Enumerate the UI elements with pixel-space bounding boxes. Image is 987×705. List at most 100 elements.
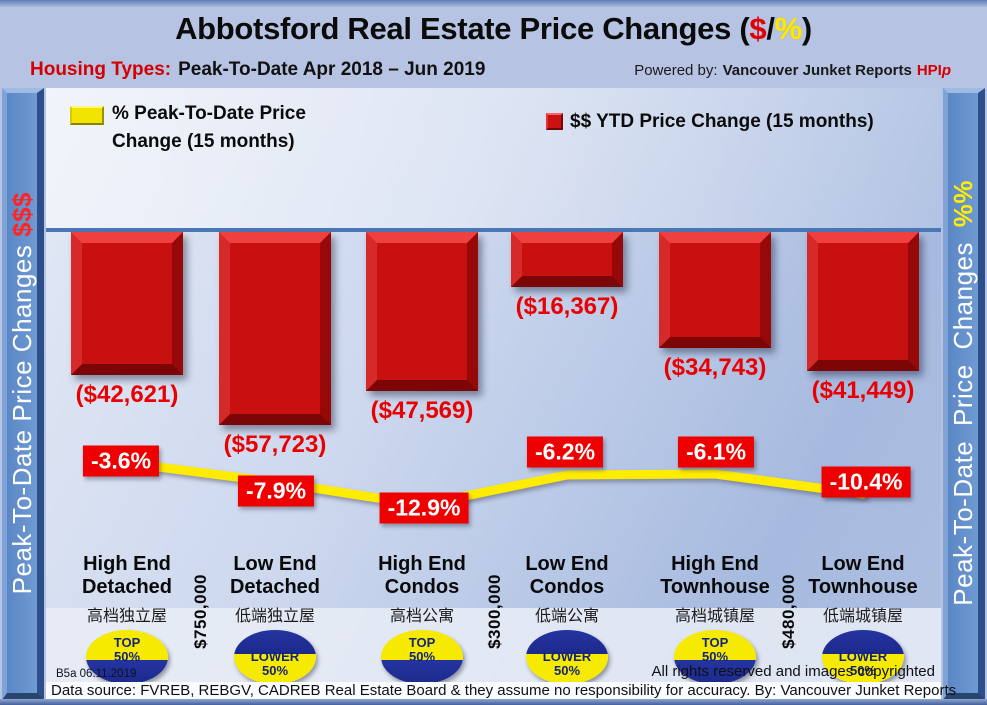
bar-high-end-condos <box>366 232 478 391</box>
title-dollar-sign: $ <box>749 11 767 46</box>
badge-line1: TOP <box>113 634 141 650</box>
zero-baseline <box>46 228 941 232</box>
top-50-badge: TOP 50% <box>674 629 756 684</box>
category-low-end-condos: Low End Condos 低端公寓 LOWER 50% <box>492 553 642 684</box>
left-axis-panel: Peak-To-Date Price Changes $$$ <box>2 88 44 700</box>
bar-value-label: ($41,449) <box>811 377 915 404</box>
subtitle: Housing Types: Peak-To-Date Apr 2018 – Ju… <box>30 59 485 81</box>
category-high-end-townhouse: High End Townhouse 高档城镇屋 TOP 50% <box>640 553 790 684</box>
category-name: Low End Detached <box>200 553 350 599</box>
bar-high-end-detached <box>71 232 183 375</box>
version-stamp: B5a 06.11.2019 <box>56 668 137 680</box>
price-threshold-text: $480,000 <box>779 573 798 649</box>
category-name-line2: Detached <box>229 575 321 598</box>
category-name-line1: Low End <box>525 553 609 575</box>
powered-by: Powered by: Vancouver Junket Reports HPIp <box>634 62 951 79</box>
bar-value-label: ($47,569) <box>370 397 474 424</box>
page-title: Abbotsford Real Estate Price Changes ($/… <box>0 11 987 47</box>
category-name-line1: Low End <box>821 553 905 575</box>
hpi-tag: HPIp <box>917 62 951 79</box>
hpi-main: HPI <box>916 62 942 79</box>
bar-low-end-townhouse <box>807 232 919 371</box>
category-name-line1: High End <box>83 553 171 575</box>
legend-band <box>46 88 941 228</box>
lower-50-badge: LOWER 50% <box>822 629 904 684</box>
category-name: High End Townhouse <box>640 553 790 599</box>
percent-value-label: -3.6% <box>82 445 160 477</box>
bar-high-end-townhouse <box>659 232 771 348</box>
price-threshold-text: $300,000 <box>484 573 504 649</box>
left-axis-title: Peak-To-Date Price Changes $$$ <box>7 192 38 594</box>
category-name: Low End Townhouse <box>788 553 938 599</box>
lower-50-badge: LOWER 50% <box>526 629 608 684</box>
badge-line1: LOWER <box>838 648 888 664</box>
top-50-badge: TOP 50% <box>381 629 463 684</box>
category-name-chinese: 低端公寓 <box>534 607 599 625</box>
badge-line2: 50% <box>261 663 289 679</box>
category-name: High End Condos <box>347 553 497 599</box>
bar-value-label: ($57,723) <box>223 431 327 458</box>
badge-line1: TOP <box>701 634 729 650</box>
right-axis-title: Peak-To-Date Price Changes %% <box>948 180 979 606</box>
yellow-line-legend-icon <box>70 106 104 125</box>
bar-value-label: ($42,621) <box>75 381 179 408</box>
category-low-end-detached: Low End Detached 低端独立屋 LOWER 50% <box>200 553 350 684</box>
category-high-end-detached: High End Detached 高档独立屋 TOP 50% <box>52 553 202 684</box>
category-name: High End Detached <box>52 553 202 599</box>
data-source-note: Data source: FVREB, REBGV, CADREB Real E… <box>46 682 956 700</box>
category-name-chinese: 高档城镇屋 <box>674 607 755 625</box>
title-text: Abbotsford Real Estate Price Changes ( <box>175 11 750 46</box>
category-low-end-townhouse: Low End Townhouse 低端城镇屋 LOWER 50% <box>788 553 938 684</box>
badge-line2: 50% <box>553 663 581 679</box>
badge-line2: 50% <box>408 649 436 665</box>
category-name-line2: Townhouse <box>808 575 918 598</box>
category-name: Low End Condos <box>492 553 642 599</box>
category-high-end-condos: High End Condos 高档公寓 TOP 50% <box>347 553 497 684</box>
category-name-line1: High End <box>671 553 759 575</box>
bar-low-end-condos <box>511 232 623 287</box>
category-name-chinese: 低端独立屋 <box>234 607 315 625</box>
bar-value-label: ($16,367) <box>515 293 619 320</box>
badge-line2: 50% <box>701 649 729 665</box>
percent-value-label: -7.9% <box>237 475 315 507</box>
badge-line1: TOP <box>408 634 436 650</box>
badge-line2: 50% <box>113 649 141 665</box>
category-name-chinese: 高档独立屋 <box>86 607 167 625</box>
category-name-line2: Townhouse <box>660 575 770 598</box>
percent-value-label: -10.4% <box>821 466 911 498</box>
brand-name: Vancouver Junket Reports <box>722 62 912 79</box>
powered-by-prefix: Powered by: <box>634 62 718 79</box>
housing-types-label: Housing Types: <box>30 59 172 80</box>
category-name-line1: High End <box>378 553 466 575</box>
badge-line1: LOWER <box>542 648 592 664</box>
category-name-line2: Detached <box>81 575 173 598</box>
legend-item-percent: % Peak-To-Date Price Change (15 months) <box>70 100 340 155</box>
category-name-line1: Low End <box>233 553 317 575</box>
hpi-suffix: p <box>941 62 951 79</box>
title-slash: / <box>766 11 775 46</box>
badge-line1: LOWER <box>250 648 300 664</box>
left-axis-label: Peak-To-Date Price Changes <box>6 236 37 595</box>
category-name-chinese: 高档公寓 <box>389 607 454 625</box>
date-range: Peak-To-Date Apr 2018 – Jun 2019 <box>178 59 486 80</box>
left-axis-dollars: $$$ <box>6 191 37 237</box>
category-strip <box>46 608 941 682</box>
bottom-border-strip <box>0 699 987 705</box>
price-threshold-label: $750,000 <box>189 555 213 667</box>
legend-percent-label: % Peak-To-Date Price Change (15 months) <box>112 103 306 152</box>
chart-area: % Peak-To-Date Price Change (15 months) … <box>46 88 956 700</box>
percent-value-label: -6.1% <box>677 436 755 468</box>
category-name-chinese: 低端城镇屋 <box>822 607 903 625</box>
top-border-strip <box>0 0 987 7</box>
title-percent-sign: % <box>774 11 803 46</box>
badge-line2: 50% <box>849 663 877 679</box>
bar-low-end-detached <box>219 232 331 425</box>
price-threshold-text: $750,000 <box>191 573 210 649</box>
title-close-paren: ) <box>801 11 812 46</box>
legend-dollars-label: $$ YTD Price Change (15 months) <box>570 111 874 132</box>
price-threshold-label: $480,000 <box>777 555 801 667</box>
red-bar-legend-icon <box>546 113 563 130</box>
rights-note: All rights reserved and images copyright… <box>651 663 935 680</box>
right-axis-label: Peak-To-Date Price Changes <box>947 227 978 606</box>
